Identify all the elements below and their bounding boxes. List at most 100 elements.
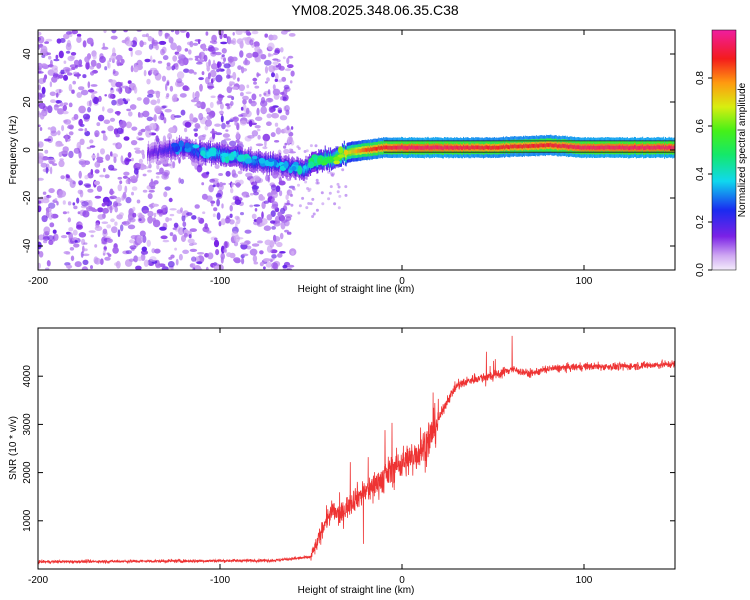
noise-blob bbox=[151, 248, 156, 254]
noise-blob bbox=[153, 90, 161, 95]
noise-blob bbox=[231, 202, 236, 206]
noise-blob bbox=[143, 97, 150, 105]
noise-blob bbox=[38, 141, 44, 148]
noise-blob bbox=[81, 161, 86, 168]
noise-blob bbox=[120, 58, 125, 64]
noise-blob bbox=[237, 65, 242, 70]
ridge-cell bbox=[523, 144, 524, 148]
noise-blob bbox=[132, 212, 137, 218]
noise-blob bbox=[131, 126, 138, 131]
noise-blob bbox=[93, 180, 101, 186]
ridge-cell bbox=[585, 146, 587, 150]
noise-blob bbox=[97, 207, 104, 213]
noise-blob bbox=[266, 113, 272, 119]
ridge-cell bbox=[626, 145, 628, 149]
noise-blob bbox=[225, 124, 231, 128]
noise-blob bbox=[73, 243, 80, 248]
noise-blob bbox=[264, 139, 267, 148]
colorbar-ticks: 0.0 0.2 0.4 0.6 0.8 bbox=[695, 71, 712, 277]
ridge-cell bbox=[663, 144, 665, 149]
ridge-cell bbox=[526, 144, 528, 148]
noise-blob bbox=[230, 101, 234, 106]
ridge-cell bbox=[625, 145, 627, 150]
noise-blob bbox=[112, 69, 116, 74]
colorbar-tick-label: 0.4 bbox=[695, 167, 706, 181]
noise-blob bbox=[110, 218, 115, 223]
ridge-cell bbox=[647, 145, 649, 150]
ridge-cell bbox=[536, 144, 538, 148]
noise-blob bbox=[123, 30, 128, 33]
noise-blob bbox=[122, 98, 126, 102]
noise-blob bbox=[201, 71, 205, 76]
noise-blob bbox=[167, 132, 173, 140]
noise-blob bbox=[308, 187, 312, 191]
ridge-cell bbox=[607, 145, 609, 150]
ridge-cell bbox=[494, 146, 496, 150]
ridge-cell bbox=[414, 145, 416, 150]
noise-blob bbox=[248, 98, 253, 104]
noise-blob bbox=[102, 252, 106, 256]
y-tick-label: 40 bbox=[22, 48, 33, 60]
noise-blob bbox=[283, 145, 287, 149]
ridge-cell bbox=[454, 146, 456, 150]
ridge-cell bbox=[399, 145, 401, 150]
noise-blob bbox=[283, 148, 290, 155]
ridge-blob bbox=[178, 140, 184, 148]
noise-blob bbox=[66, 72, 73, 76]
noise-blob bbox=[76, 33, 82, 38]
ridge-cell bbox=[420, 146, 422, 150]
ridge-cell bbox=[641, 145, 643, 150]
noise-blob bbox=[73, 59, 80, 66]
x-tick-label: -200 bbox=[28, 276, 48, 287]
noise-blob bbox=[66, 264, 73, 269]
noise-blob bbox=[221, 203, 224, 209]
noise-blob bbox=[341, 168, 345, 172]
noise-blob bbox=[106, 238, 113, 243]
noise-blob bbox=[139, 230, 146, 237]
ridge-cell bbox=[351, 149, 352, 154]
noise-blob bbox=[99, 53, 104, 60]
noise-blob bbox=[152, 217, 156, 223]
noise-blob bbox=[188, 69, 195, 74]
ridge-cell bbox=[611, 145, 613, 150]
ridge-cell bbox=[375, 147, 377, 151]
ridge-cell bbox=[497, 145, 499, 150]
noise-blob bbox=[251, 130, 259, 137]
noise-blob bbox=[259, 93, 262, 97]
ridge-cell bbox=[485, 145, 487, 149]
noise-blob bbox=[189, 248, 198, 252]
ridge-cell bbox=[654, 145, 656, 150]
ridge-cell bbox=[474, 145, 476, 150]
ridge-cell bbox=[538, 144, 540, 149]
ridge-cell bbox=[361, 148, 363, 153]
ridge-cell bbox=[156, 149, 158, 154]
ridge-cell bbox=[631, 145, 633, 150]
ridge-cell bbox=[634, 145, 635, 149]
ridge-cell bbox=[604, 145, 606, 150]
noise-blob bbox=[61, 110, 69, 115]
noise-blob bbox=[180, 109, 186, 116]
ridge-cell bbox=[199, 148, 201, 152]
noise-blob bbox=[63, 60, 67, 64]
noise-blob bbox=[147, 169, 152, 173]
noise-blob bbox=[209, 40, 215, 44]
noise-blob bbox=[146, 239, 151, 247]
noise-blob bbox=[239, 242, 248, 245]
noise-blob bbox=[160, 235, 168, 240]
colorbar-tick-label: 0.6 bbox=[695, 119, 706, 133]
noise-blob bbox=[282, 264, 288, 269]
ridge-cell bbox=[449, 145, 451, 150]
noise-blob bbox=[39, 127, 43, 131]
noise-blob bbox=[83, 242, 88, 245]
noise-blob bbox=[265, 261, 272, 268]
noise-blob bbox=[116, 127, 124, 135]
ridge-cell bbox=[419, 145, 421, 150]
ridge-cell bbox=[366, 148, 368, 153]
noise-blob bbox=[175, 258, 179, 266]
noise-blob bbox=[321, 202, 325, 206]
noise-blob bbox=[256, 107, 260, 116]
ridge-cell bbox=[480, 145, 482, 150]
noise-blob bbox=[172, 227, 177, 230]
noise-blob bbox=[164, 32, 169, 38]
ridge-blob bbox=[317, 157, 323, 164]
